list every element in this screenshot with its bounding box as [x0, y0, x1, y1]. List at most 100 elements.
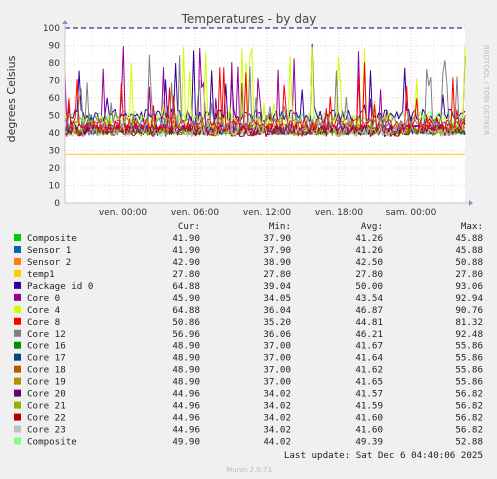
y-tick-label: 70	[49, 77, 61, 87]
legend-value-min: 34.05	[263, 293, 291, 304]
legend-swatch	[14, 401, 21, 409]
legend: Cur: Min: Avg: Max: Composite 41.90 37.90 41.26…	[14, 221, 483, 447]
y-tick-label: 0	[54, 199, 60, 209]
legend-value-cur: 44.96	[172, 401, 200, 412]
chart-title: Temperatures - by day	[181, 12, 317, 26]
legend-value-min: 36.06	[263, 329, 291, 340]
y-axis-arrow	[62, 20, 68, 24]
legend-value-cur: 48.90	[172, 365, 200, 376]
legend-series-name: Sensor 2	[27, 257, 71, 268]
legend-swatch	[14, 234, 21, 241]
legend-header-max: Max:	[461, 221, 483, 232]
legend-series-name: Core 12	[27, 329, 66, 340]
legend-series-name: Core 19	[27, 377, 66, 388]
legend-value-min: 34.02	[263, 425, 291, 436]
legend-value-max: 52.88	[455, 436, 483, 447]
y-tick-label: 90	[49, 42, 61, 52]
legend-series-name: Core 23	[27, 425, 66, 436]
y-tick-label: 50	[49, 112, 61, 122]
legend-series-name: Core 20	[27, 389, 66, 400]
x-tick-label: ven. 06:00	[171, 208, 219, 218]
legend-value-avg: 41.67	[355, 341, 383, 352]
legend-value-cur: 44.96	[172, 389, 200, 400]
legend-series-name: temp1	[27, 269, 55, 280]
legend-value-max: 81.32	[455, 317, 483, 328]
legend-value-avg: 46.87	[355, 305, 383, 316]
legend-value-avg: 43.54	[355, 293, 383, 304]
legend-value-max: 90.76	[455, 305, 483, 316]
legend-value-min: 27.80	[263, 269, 291, 280]
legend-value-min: 38.90	[263, 257, 291, 268]
legend-value-avg: 41.62	[355, 365, 383, 376]
legend-value-max: 56.82	[455, 425, 483, 436]
legend-value-avg: 41.64	[355, 353, 383, 364]
legend-header-avg: Avg:	[361, 221, 383, 232]
legend-swatch	[14, 305, 21, 313]
legend-swatch	[14, 353, 21, 361]
legend-swatch	[14, 413, 21, 421]
legend-swatch	[14, 317, 21, 325]
legend-value-cur: 41.90	[172, 245, 200, 256]
legend-series-name: Core 8	[27, 317, 60, 328]
legend-series-name: Core 21	[27, 401, 66, 412]
legend-value-max: 55.86	[455, 365, 483, 376]
legend-swatch	[14, 329, 21, 337]
legend-value-min: 35.20	[263, 317, 291, 328]
legend-value-max: 56.82	[455, 389, 483, 400]
legend-swatch	[14, 377, 21, 385]
legend-value-max: 55.86	[455, 377, 483, 388]
legend-value-min: 37.00	[263, 377, 291, 388]
legend-value-max: 92.94	[455, 293, 483, 304]
x-tick-label: ven. 00:00	[99, 208, 147, 218]
legend-value-min: 34.02	[263, 389, 291, 400]
legend-value-max: 92.48	[455, 329, 483, 340]
legend-swatch	[14, 365, 21, 373]
y-tick-label: 30	[49, 147, 61, 157]
legend-value-cur: 42.90	[172, 257, 200, 268]
series-layer	[64, 43, 466, 155]
legend-value-min: 37.00	[263, 353, 291, 364]
legend-series-name: Composite	[27, 436, 77, 447]
legend-series-name: Core 22	[27, 413, 66, 424]
legend-value-min: 44.02	[263, 436, 291, 447]
legend-value-avg: 49.39	[355, 436, 383, 447]
y-tick-label: 20	[49, 164, 61, 174]
y-tick-label: 40	[49, 129, 61, 139]
legend-header-min: Min:	[269, 221, 291, 232]
legend-value-min: 37.90	[263, 233, 291, 244]
legend-swatch	[14, 269, 21, 277]
legend-value-cur: 56.96	[172, 329, 200, 340]
legend-value-cur: 44.96	[172, 425, 200, 436]
y-tick-label: 100	[43, 24, 60, 34]
legend-swatch	[14, 245, 21, 253]
legend-swatch	[14, 437, 21, 445]
legend-swatch	[14, 281, 21, 289]
legend-value-cur: 27.80	[172, 269, 200, 280]
legend-swatch	[14, 257, 21, 265]
legend-value-min: 34.02	[263, 413, 291, 424]
legend-value-min: 37.00	[263, 341, 291, 352]
legend-value-max: 55.86	[455, 341, 483, 352]
legend-value-min: 37.90	[263, 245, 291, 256]
legend-value-min: 34.02	[263, 401, 291, 412]
x-axis-arrow	[469, 200, 473, 206]
legend-value-avg: 46.21	[355, 329, 383, 340]
x-tick-label: sam. 00:00	[386, 208, 437, 218]
axes: ven. 00:00 ven. 06:00 ven. 12:00 ven. 18:00…	[43, 20, 473, 218]
legend-series-name: Sensor 1	[27, 245, 71, 256]
rrdtool-credit: RRDTOOL / TOBI OETIKER	[482, 45, 490, 135]
last-update: Last update: Sat Dec 6 04:40:06 2025	[284, 450, 483, 461]
legend-value-avg: 41.26	[355, 245, 383, 256]
legend-series-name: Composite	[27, 233, 77, 244]
legend-header-cur: Cur:	[178, 221, 200, 232]
y-axis-label: degrees Celsius	[5, 55, 18, 142]
x-tick-label: ven. 18:00	[315, 208, 363, 218]
legend-series-name: Core 16	[27, 341, 66, 352]
legend-value-avg: 50.00	[355, 281, 383, 292]
legend-value-avg: 27.80	[355, 269, 383, 280]
legend-value-min: 37.00	[263, 365, 291, 376]
legend-value-cur: 49.90	[172, 436, 200, 447]
legend-value-cur: 44.96	[172, 413, 200, 424]
y-tick-label: 60	[49, 94, 61, 104]
